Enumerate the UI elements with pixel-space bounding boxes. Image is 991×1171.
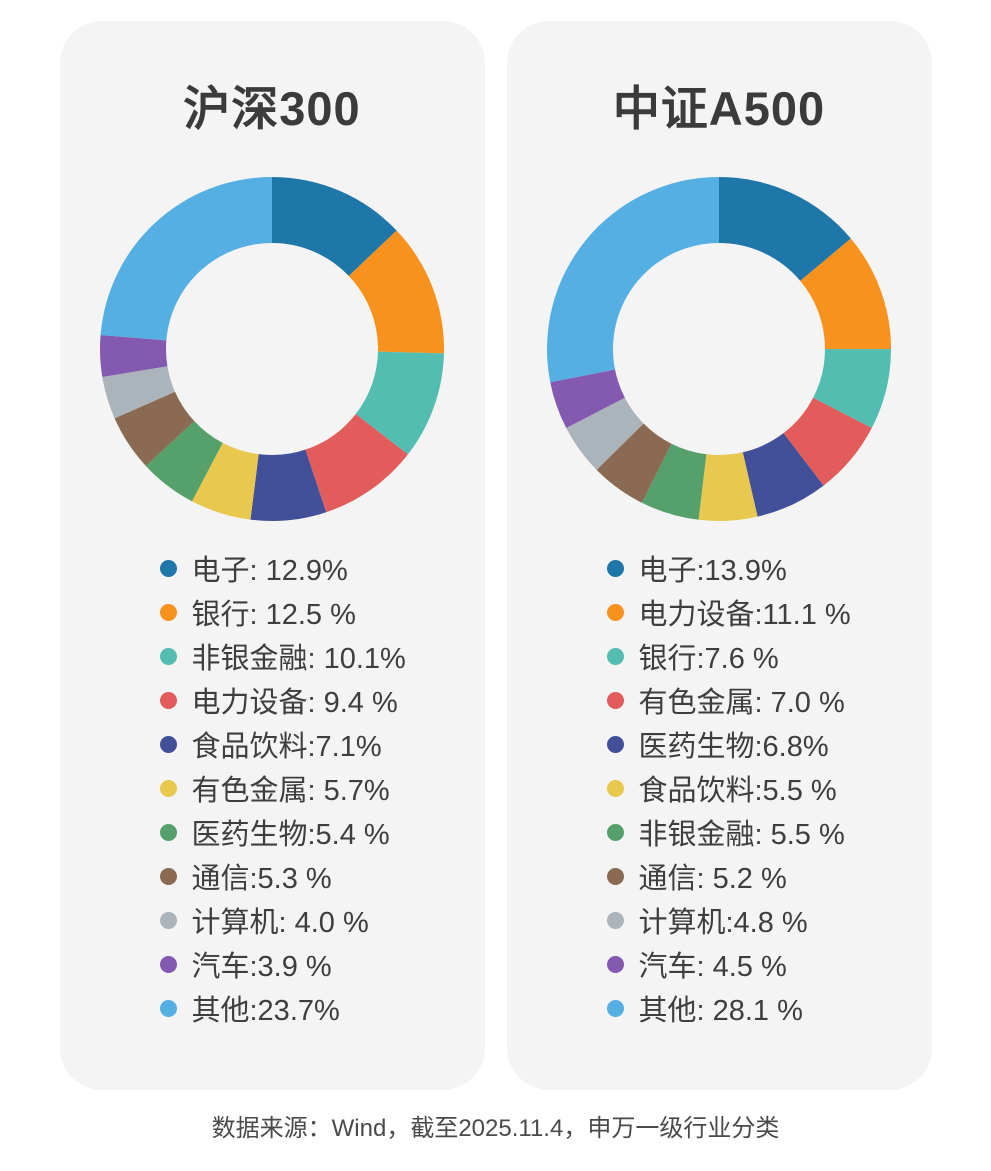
legend-item: 电力设备: 9.4 % <box>159 678 485 722</box>
donut-segment-6 <box>641 443 707 520</box>
donut-segment-7 <box>596 423 672 503</box>
legend-dot <box>159 559 177 577</box>
donut-segment-1 <box>348 230 445 354</box>
legend-item: 非银金融: 5.5 % <box>606 810 932 854</box>
index-comparison: 沪深300 电子: 12.9% 银行: 12.5 % 非银金融: 10.1% 电力设备… <box>59 21 932 1090</box>
donut-chart-csia500 <box>546 177 891 522</box>
donut-segment-8 <box>102 366 175 419</box>
legend-item: 有色金属: 7.0 % <box>606 678 932 722</box>
donut-segment-4 <box>250 449 327 521</box>
donut-segment-5 <box>698 452 758 522</box>
legend-label: 有色金属: 5.7% <box>191 775 390 807</box>
legend-item: 医药生物:6.8% <box>606 722 932 766</box>
legend-item: 通信: 5.2 % <box>606 854 932 898</box>
legend-item: 有色金属: 5.7% <box>159 766 485 810</box>
donut-segment-7 <box>114 391 195 466</box>
legend-dot <box>159 867 177 885</box>
legend-csia500: 电子:13.9% 电力设备:11.1 % 银行:7.6 % 有色金属: 7.0 % 医药… <box>507 546 932 1030</box>
legend-dot <box>159 955 177 973</box>
legend-item: 电子: 12.9% <box>159 546 485 590</box>
legend-label: 汽车: 4.5 % <box>638 951 787 983</box>
chart-title-csia500: 中证A500 <box>612 82 826 135</box>
legend-dot <box>606 647 624 665</box>
legend-label: 食品饮料:7.1% <box>191 731 382 763</box>
legend-label: 医药生物:5.4 % <box>191 819 390 851</box>
legend-label: 非银金融: 5.5 % <box>638 819 845 851</box>
legend-item: 非银金融: 10.1% <box>159 634 485 678</box>
donut-segment-0 <box>272 177 397 276</box>
legend-item: 其他:23.7% <box>159 986 485 1030</box>
legend-label: 汽车:3.9 % <box>191 951 332 983</box>
legend-label: 非银金融: 10.1% <box>191 643 406 675</box>
legend-dot <box>606 779 624 797</box>
legend-item: 银行: 12.5 % <box>159 590 485 634</box>
legend-label: 电力设备:11.1 % <box>638 599 851 631</box>
legend-dot <box>606 999 624 1017</box>
legend-label: 计算机: 4.0 % <box>191 907 369 939</box>
legend-item: 电力设备:11.1 % <box>606 590 932 634</box>
legend-label: 有色金属: 7.0 % <box>638 687 845 719</box>
legend-dot <box>159 691 177 709</box>
legend-item: 食品饮料:5.5 % <box>606 766 932 810</box>
legend-label: 通信: 5.2 % <box>638 863 787 895</box>
donut-segment-2 <box>813 349 891 429</box>
legend-label: 电子: 12.9% <box>191 555 348 587</box>
data-source-note: 数据来源：Wind，截至2025.11.4，申万一级行业分类 <box>211 1115 780 1142</box>
donut-segment-3 <box>783 397 872 486</box>
donut-segment-3 <box>305 413 408 513</box>
donut-segment-8 <box>566 397 644 470</box>
legend-item: 医药生物:5.4 % <box>159 810 485 854</box>
legend-label: 银行:7.6 % <box>638 643 779 675</box>
legend-dot <box>606 559 624 577</box>
legend-label: 计算机:4.8 % <box>638 907 808 939</box>
donut-segment-9 <box>99 334 168 377</box>
legend-item: 计算机: 4.0 % <box>159 898 485 942</box>
legend-label: 其他: 28.1 % <box>638 995 803 1027</box>
legend-dot <box>606 603 624 621</box>
legend-label: 食品饮料:5.5 % <box>638 775 837 807</box>
legend-label: 其他:23.7% <box>191 995 340 1027</box>
legend-item: 银行:7.6 % <box>606 634 932 678</box>
csia500-card: 中证A500 电子:13.9% 电力设备:11.1 % 银行:7.6 % 有色金属: … <box>506 21 932 1090</box>
donut-segment-0 <box>719 177 851 281</box>
legend-item: 通信:5.3 % <box>159 854 485 898</box>
legend-label: 电力设备: 9.4 % <box>191 687 398 719</box>
legend-dot <box>159 999 177 1017</box>
legend-item: 汽车: 4.5 % <box>606 942 932 986</box>
legend-dot <box>606 867 624 885</box>
donut-segment-1 <box>800 238 891 349</box>
csi300-card: 沪深300 电子: 12.9% 银行: 12.5 % 非银金融: 10.1% 电力设备… <box>59 21 485 1090</box>
legend-item: 其他: 28.1 % <box>606 986 932 1030</box>
legend-dot <box>159 911 177 929</box>
legend-csi300: 电子: 12.9% 银行: 12.5 % 非银金融: 10.1% 电力设备: 9.4 … <box>60 546 485 1030</box>
legend-label: 电子:13.9% <box>638 555 787 587</box>
legend-dot <box>159 823 177 841</box>
donut-segment-2 <box>355 351 444 455</box>
legend-dot <box>159 603 177 621</box>
legend-item: 食品饮料:7.1% <box>159 722 485 766</box>
legend-item: 电子:13.9% <box>606 546 932 590</box>
donut-segment-10 <box>100 177 272 341</box>
legend-dot <box>606 691 624 709</box>
legend-label: 医药生物:6.8% <box>638 731 829 763</box>
donut-segment-5 <box>191 442 259 520</box>
legend-dot <box>159 779 177 797</box>
legend-dot <box>606 735 624 753</box>
donut-segment-9 <box>550 369 625 429</box>
legend-item: 汽车:3.9 % <box>159 942 485 986</box>
legend-label: 银行: 12.5 % <box>191 599 356 631</box>
donut-chart-csi300 <box>99 177 445 521</box>
legend-dot <box>159 647 177 665</box>
legend-dot <box>606 955 624 973</box>
donut-segment-4 <box>742 433 824 517</box>
donut-segment-6 <box>145 421 223 502</box>
legend-label: 通信:5.3 % <box>191 863 332 895</box>
donut-segment-10 <box>546 177 719 383</box>
chart-title-csi300: 沪深300 <box>183 82 361 135</box>
legend-dot <box>606 911 624 929</box>
legend-dot <box>606 823 624 841</box>
legend-dot <box>159 735 177 753</box>
legend-item: 计算机:4.8 % <box>606 898 932 942</box>
